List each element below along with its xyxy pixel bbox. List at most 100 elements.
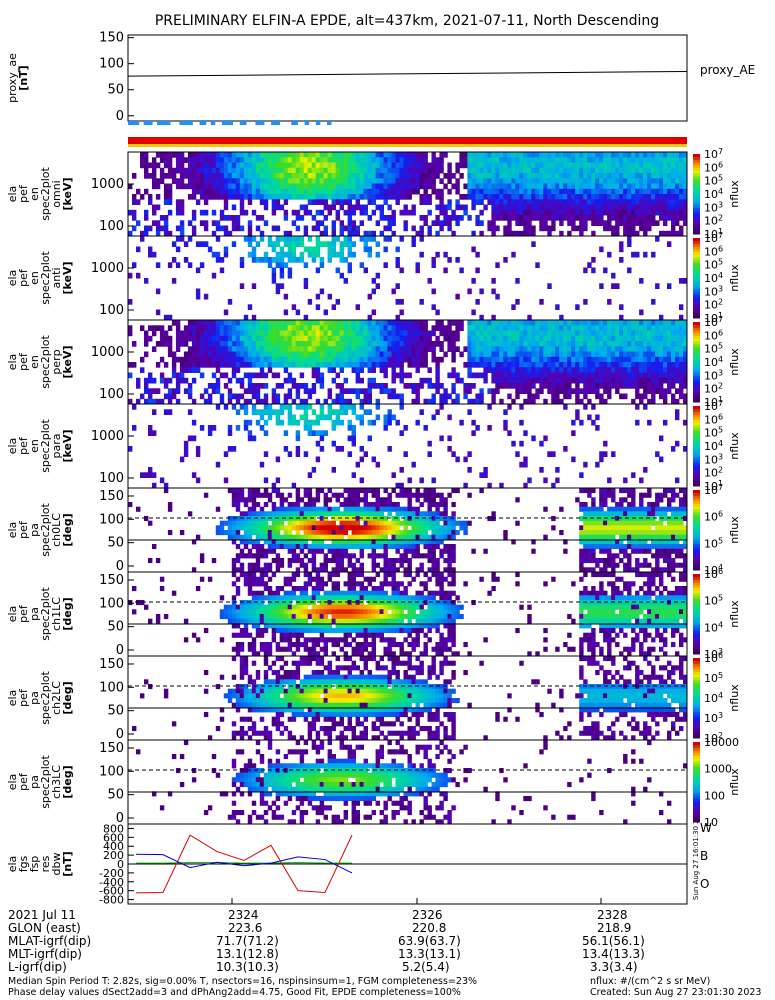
heatmap-cell xyxy=(579,173,584,179)
heatmap-cell xyxy=(495,204,500,211)
heatmap-cell xyxy=(327,325,332,331)
heatmap-cell xyxy=(399,188,404,195)
colorbar-cell xyxy=(693,262,700,266)
heatmap-cell xyxy=(251,553,257,559)
heatmap-cell xyxy=(199,341,205,347)
heatmap-cell xyxy=(255,257,261,263)
heatmap-cell xyxy=(623,199,628,205)
heatmap-cell xyxy=(371,325,376,331)
heatmap-cell xyxy=(679,383,684,389)
heatmap-cell xyxy=(655,330,660,337)
heatmap-cell xyxy=(543,194,548,200)
heatmap-cell xyxy=(587,157,592,163)
heatmap-cell xyxy=(619,335,624,342)
heatmap-cell xyxy=(303,341,309,347)
heatmap-cell xyxy=(163,482,169,489)
heatmap-cell xyxy=(231,152,237,158)
heatmap-cell xyxy=(547,204,552,211)
heatmap-cell xyxy=(152,346,157,352)
heatmap-cell xyxy=(627,362,632,368)
heatmap-cell xyxy=(231,488,237,494)
heatmap-cell xyxy=(643,194,648,200)
heatmap-cell xyxy=(427,377,432,384)
heatmap-cell xyxy=(655,367,660,373)
heatmap-cell xyxy=(675,188,680,195)
heatmap-cell xyxy=(343,278,348,284)
heatmap-cell xyxy=(367,178,372,184)
heatmap-cell xyxy=(539,325,544,331)
heatmap-cell xyxy=(327,511,332,517)
heatmap-cell xyxy=(367,520,372,526)
heatmap-cell xyxy=(355,492,360,498)
heatmap-cell xyxy=(415,230,420,237)
heatmap-cell xyxy=(307,511,313,517)
heatmap-cell xyxy=(471,183,476,190)
heatmap-cell xyxy=(331,356,336,363)
heatmap-cell xyxy=(379,553,384,559)
heatmap-cell xyxy=(483,325,488,331)
heatmap-cell xyxy=(331,539,336,545)
heatmap-cell xyxy=(199,194,205,200)
heatmap-cell xyxy=(175,178,181,184)
heatmap-cell xyxy=(243,167,249,174)
heatmap-cell xyxy=(543,209,548,216)
heatmap-cell xyxy=(527,162,532,169)
heatmap-cell xyxy=(627,178,632,184)
heatmap-cell xyxy=(611,215,616,221)
heatmap-cell xyxy=(243,152,249,158)
heatmap-cell xyxy=(663,162,668,169)
heatmap-cell xyxy=(203,398,209,405)
heatmap-cell xyxy=(615,330,620,337)
heatmap-cell xyxy=(299,525,305,531)
heatmap-cell xyxy=(407,502,412,508)
heatmap-cell xyxy=(619,241,624,247)
heatmap-cell xyxy=(179,209,185,216)
heatmap-cell xyxy=(247,330,253,337)
heatmap-cell xyxy=(431,330,436,337)
heatmap-cell xyxy=(291,325,297,331)
heatmap-cell xyxy=(631,230,636,237)
heatmap-cell xyxy=(539,388,544,394)
heatmap-cell xyxy=(679,152,684,158)
colorbar-cell xyxy=(693,483,700,487)
heatmap-cell xyxy=(667,167,672,174)
heatmap-cell xyxy=(399,506,404,512)
colorbar-tick-label: 102 xyxy=(704,466,723,480)
heatmap-cell xyxy=(591,178,596,184)
heatmap-cell xyxy=(415,267,420,274)
heatmap-cell xyxy=(515,388,520,394)
heatmap-cell xyxy=(347,167,352,174)
heatmap-cell xyxy=(447,330,452,337)
heatmap-cell xyxy=(359,356,364,363)
heatmap-cell xyxy=(279,534,285,540)
heatmap-cell xyxy=(503,356,508,363)
heatmap-cell xyxy=(171,393,177,400)
heatmap-cell xyxy=(195,152,201,158)
heatmap-cell xyxy=(383,367,388,373)
heatmap-cell xyxy=(207,178,213,184)
heatmap-cell xyxy=(183,157,189,163)
heatmap-cell xyxy=(215,404,221,410)
heatmap-cell xyxy=(211,558,217,564)
heatmap-cell xyxy=(267,173,273,179)
heatmap-cell xyxy=(287,167,293,174)
heatmap-cell xyxy=(391,152,396,158)
heatmap-cell xyxy=(675,377,680,384)
heatmap-cell xyxy=(483,167,488,174)
heatmap-cell xyxy=(379,320,384,326)
heatmap-cell xyxy=(511,209,516,216)
heatmap-cell xyxy=(675,215,680,221)
heatmap-cell xyxy=(415,534,420,540)
heatmap-cell xyxy=(495,173,500,179)
heatmap-cell xyxy=(255,356,261,363)
heatmap-cell xyxy=(323,562,328,568)
heatmap-cell xyxy=(627,236,632,242)
heatmap-cell xyxy=(455,372,460,379)
heatmap-cell xyxy=(471,419,476,426)
heatmap-cell xyxy=(607,299,612,305)
heatmap-cell xyxy=(183,440,189,447)
heatmap-cell xyxy=(239,341,245,347)
heatmap-cell xyxy=(323,230,328,237)
heatmap-cell xyxy=(291,183,297,190)
heatmap-cell xyxy=(647,388,652,394)
